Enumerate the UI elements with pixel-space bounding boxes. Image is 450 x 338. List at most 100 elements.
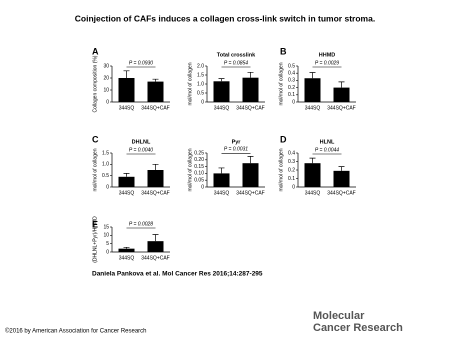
y-tick-label: 0.10 [194, 171, 204, 177]
x-tick-label: 344SQ+CAF [236, 190, 265, 196]
x-tick-label: 344SQ+CAF [327, 105, 356, 111]
bar [147, 170, 164, 187]
y-tick-label: 0.20 [194, 157, 204, 163]
y-tick-label: 0 [292, 184, 295, 190]
y-tick-label: 0 [201, 99, 204, 105]
p-value: P = 0.0031 [224, 147, 248, 153]
bar [304, 78, 321, 102]
x-tick-label: 344SQ+CAF [141, 255, 170, 261]
y-tick-label: 0.4 [288, 71, 295, 77]
p-value: P = 0.0040 [129, 147, 153, 153]
y-tick-label: 5 [106, 241, 109, 247]
y-axis-label: mol/mol of collagen [187, 62, 193, 105]
bar [333, 170, 350, 187]
x-tick-label: 344SQ [305, 105, 321, 111]
x-tick-label: 344SQ+CAF [327, 190, 356, 196]
y-tick-label: 0.25 [194, 150, 204, 156]
y-tick-label: 15 [103, 224, 109, 230]
y-tick-label: 1.0 [197, 81, 204, 87]
p-value: P = 0.0044 [315, 147, 339, 153]
x-tick-label: 344SQ [119, 105, 135, 111]
panel-letter: E [92, 219, 98, 229]
y-tick-label: 10 [103, 87, 109, 93]
panel-title: Pyr [232, 139, 242, 145]
panel-title: Total crosslink [217, 52, 256, 58]
p-value: P = 0.0854 [224, 60, 248, 66]
y-tick-label: 0.1 [288, 176, 295, 182]
y-tick-label: 0 [106, 99, 109, 105]
y-tick-label: 0.4 [288, 150, 295, 156]
x-tick-label: 344SQ [214, 190, 230, 196]
bar [304, 163, 321, 187]
error-bar [309, 72, 316, 79]
error-bar [123, 70, 130, 78]
error-bar [152, 163, 159, 170]
x-tick-label: 344SQ [305, 190, 321, 196]
y-tick-label: 0 [201, 184, 204, 190]
error-bar [338, 81, 345, 88]
error-bar [309, 157, 316, 164]
bar [147, 81, 164, 102]
y-axis-label: mol/mol of collagen [278, 148, 284, 191]
bar [118, 176, 135, 187]
x-tick-label: 344SQ+CAF [141, 190, 170, 196]
p-value: P = 0.0930 [129, 60, 153, 66]
bar [118, 248, 135, 252]
y-tick-label: 0.15 [194, 164, 204, 170]
x-tick-label: 344SQ+CAF [236, 105, 265, 111]
figure-title: Coinjection of CAFs induces a collagen c… [75, 13, 375, 23]
y-tick-label: 0.5 [288, 63, 295, 69]
panel-title: HHMD [319, 52, 336, 58]
y-tick-label: 0.5 [102, 173, 109, 179]
y-axis-label: mol/mol of collagen [92, 148, 98, 191]
y-tick-label: 0.2 [288, 85, 295, 91]
panel-letter: C [92, 134, 99, 144]
panel-title: HLNL [320, 139, 335, 145]
citation: Daniela Pankova et al. Mol Cancer Res 20… [92, 271, 263, 278]
y-axis-label: (DHLNL+Pyr)/HHMD [92, 216, 98, 263]
y-tick-label: 0.1 [288, 92, 295, 98]
bar [333, 87, 350, 102]
error-bar [123, 173, 130, 177]
error-bar [218, 167, 225, 174]
y-tick-label: 0.2 [288, 167, 295, 173]
y-tick-label: 2.0 [197, 63, 204, 69]
error-bar [152, 234, 159, 242]
p-value: P = 0.0028 [129, 221, 153, 227]
error-bar [218, 78, 225, 82]
bar [242, 77, 259, 102]
y-axis-label: mol/mol of collagen [187, 148, 193, 191]
p-value: P = 0.0029 [315, 60, 339, 66]
error-bar [338, 166, 345, 171]
y-tick-label: 1.0 [102, 162, 109, 168]
y-tick-label: 20 [103, 75, 109, 81]
y-tick-label: 30 [103, 63, 109, 69]
bar [118, 78, 135, 102]
y-tick-label: 0 [292, 99, 295, 105]
error-bar [247, 156, 254, 164]
bar [147, 241, 164, 252]
y-tick-label: 0 [106, 184, 109, 190]
y-tick-label: 0.5 [197, 90, 204, 96]
y-tick-label: 1.5 [197, 72, 204, 78]
logo: Molecular [313, 310, 365, 322]
panel-letter: B [280, 46, 287, 56]
panel-letter: D [280, 134, 287, 144]
panel-letter: A [92, 46, 99, 56]
y-tick-label: 0 [106, 249, 109, 255]
error-bar [247, 71, 254, 78]
y-tick-label: 1.5 [102, 150, 109, 156]
copyright: ©2016 by American Association for Cancer… [5, 328, 147, 335]
logo: Cancer Research [313, 322, 403, 334]
y-axis-label: mol/mol of collagen [278, 62, 284, 105]
y-axis-label: Collagen composition (%) [92, 55, 98, 112]
x-tick-label: 344SQ+CAF [141, 105, 170, 111]
y-tick-label: 0.3 [288, 78, 295, 84]
x-tick-label: 344SQ [214, 105, 230, 111]
y-tick-label: 0.05 [194, 178, 204, 184]
y-tick-label: 10 [103, 233, 109, 239]
bar [213, 173, 230, 187]
panel-title: DHLNL [132, 139, 151, 145]
x-tick-label: 344SQ [119, 190, 135, 196]
